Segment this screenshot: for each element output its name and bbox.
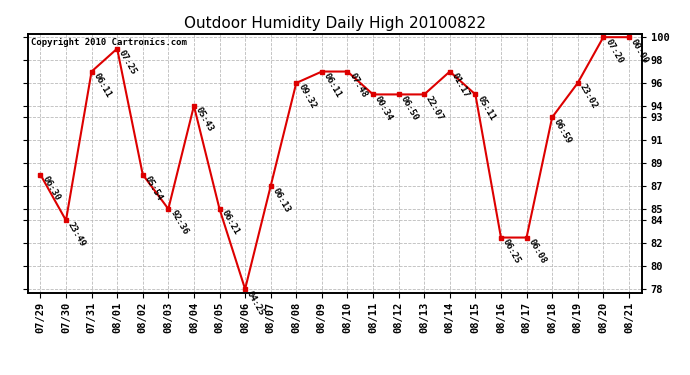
Text: 23:02: 23:02: [578, 83, 599, 111]
Text: 04:25: 04:25: [245, 289, 266, 317]
Text: 01:17: 01:17: [450, 72, 471, 99]
Text: 06:30: 06:30: [41, 175, 61, 202]
Text: 23:49: 23:49: [66, 220, 87, 248]
Text: Copyright 2010 Cartronics.com: Copyright 2010 Cartronics.com: [30, 38, 186, 46]
Text: 06:11: 06:11: [92, 72, 112, 99]
Text: 06:25: 06:25: [501, 237, 522, 266]
Text: 06:59: 06:59: [552, 117, 573, 145]
Text: 92:36: 92:36: [168, 209, 190, 237]
Text: 06:08: 06:08: [526, 237, 548, 266]
Text: 06:13: 06:13: [270, 186, 292, 214]
Text: 06:50: 06:50: [399, 94, 420, 122]
Text: 00:34: 00:34: [373, 94, 394, 122]
Text: 05:43: 05:43: [194, 106, 215, 134]
Text: 05:11: 05:11: [475, 94, 497, 122]
Text: 00:00: 00:00: [629, 37, 650, 65]
Text: 07:20: 07:20: [603, 37, 624, 65]
Text: 05:54: 05:54: [143, 175, 164, 202]
Text: 07:48: 07:48: [348, 72, 368, 99]
Text: 06:11: 06:11: [322, 72, 343, 99]
Text: 06:21: 06:21: [219, 209, 241, 237]
Text: 09:32: 09:32: [296, 83, 317, 111]
Text: 07:25: 07:25: [117, 49, 139, 76]
Title: Outdoor Humidity Daily High 20100822: Outdoor Humidity Daily High 20100822: [184, 16, 486, 31]
Text: 22:07: 22:07: [424, 94, 446, 122]
